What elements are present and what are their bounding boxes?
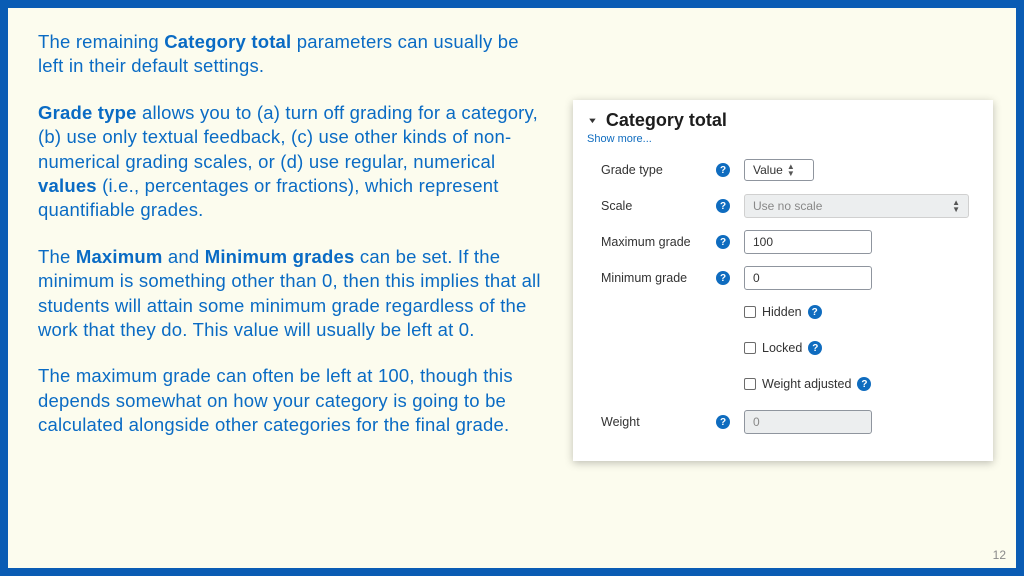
scale-select: Use no scale ▲▼ bbox=[744, 194, 969, 218]
slide: The remaining Category total parameters … bbox=[0, 0, 1024, 576]
chevron-down-icon: ▼ bbox=[587, 116, 598, 124]
panel-title: Category total bbox=[606, 110, 727, 131]
weight-adjusted-checkbox-row: Weight adjusted ? bbox=[744, 371, 871, 397]
row-locked: Locked ? bbox=[587, 335, 979, 365]
hidden-checkbox[interactable] bbox=[744, 306, 756, 318]
text-bold: Minimum grades bbox=[205, 246, 355, 267]
grade-type-select[interactable]: Value ▲▼ bbox=[744, 159, 814, 181]
text: and bbox=[163, 246, 205, 267]
screenshot-region: ▼ Category total Show more... Grade type… bbox=[543, 30, 986, 548]
text-bold: Maximum bbox=[76, 246, 163, 267]
row-hidden: Hidden ? bbox=[587, 299, 979, 329]
row-weight-adjusted: Weight adjusted ? bbox=[587, 371, 979, 401]
text: The bbox=[38, 246, 76, 267]
sort-icon: ▲▼ bbox=[952, 199, 960, 213]
help-icon[interactable]: ? bbox=[716, 415, 730, 429]
help-icon[interactable]: ? bbox=[808, 305, 822, 319]
row-weight: Weight ? 0 bbox=[587, 407, 979, 437]
checkbox-label: Weight adjusted bbox=[762, 377, 851, 391]
help-icon[interactable]: ? bbox=[716, 271, 730, 285]
text-bold: Category total bbox=[164, 31, 291, 52]
paragraph-3: The Maximum and Minimum grades can be se… bbox=[38, 245, 543, 343]
text: (i.e., percentages or fractions), which … bbox=[38, 175, 499, 220]
row-max-grade: Maximum grade ? 100 bbox=[587, 227, 979, 257]
label-weight: Weight bbox=[587, 415, 712, 429]
checkbox-label: Locked bbox=[762, 341, 802, 355]
help-icon[interactable]: ? bbox=[857, 377, 871, 391]
show-more-link[interactable]: Show more... bbox=[587, 133, 979, 145]
help-icon[interactable]: ? bbox=[716, 235, 730, 249]
weight-input: 0 bbox=[744, 410, 872, 434]
hidden-checkbox-row: Hidden ? bbox=[744, 299, 822, 325]
row-min-grade: Minimum grade ? 0 bbox=[587, 263, 979, 293]
text-bold: Grade type bbox=[38, 102, 137, 123]
checkbox-label: Hidden bbox=[762, 305, 802, 319]
max-grade-input[interactable]: 100 bbox=[744, 230, 872, 254]
select-value: Use no scale bbox=[753, 199, 822, 213]
paragraph-2: Grade type allows you to (a) turn off gr… bbox=[38, 101, 543, 223]
label-min-grade: Minimum grade bbox=[587, 271, 712, 285]
label-max-grade: Maximum grade bbox=[587, 235, 712, 249]
row-grade-type: Grade type ? Value ▲▼ bbox=[587, 155, 979, 185]
locked-checkbox-row: Locked ? bbox=[744, 335, 822, 361]
help-icon[interactable]: ? bbox=[716, 163, 730, 177]
label-scale: Scale bbox=[587, 199, 712, 213]
panel-toggle[interactable]: ▼ Category total bbox=[587, 110, 979, 131]
text: The remaining bbox=[38, 31, 164, 52]
select-value: Value bbox=[753, 163, 783, 177]
row-scale: Scale ? Use no scale ▲▼ bbox=[587, 191, 979, 221]
weight-adjusted-checkbox[interactable] bbox=[744, 378, 756, 390]
min-grade-input[interactable]: 0 bbox=[744, 266, 872, 290]
page-number: 12 bbox=[993, 548, 1006, 562]
paragraph-4: The maximum grade can often be left at 1… bbox=[38, 364, 543, 437]
help-icon[interactable]: ? bbox=[808, 341, 822, 355]
text-bold: values bbox=[38, 175, 97, 196]
explanatory-text: The remaining Category total parameters … bbox=[38, 30, 543, 548]
category-total-panel: ▼ Category total Show more... Grade type… bbox=[573, 100, 993, 461]
help-icon[interactable]: ? bbox=[716, 199, 730, 213]
label-grade-type: Grade type bbox=[587, 163, 712, 177]
locked-checkbox[interactable] bbox=[744, 342, 756, 354]
paragraph-1: The remaining Category total parameters … bbox=[38, 30, 543, 79]
sort-icon: ▲▼ bbox=[787, 163, 795, 177]
